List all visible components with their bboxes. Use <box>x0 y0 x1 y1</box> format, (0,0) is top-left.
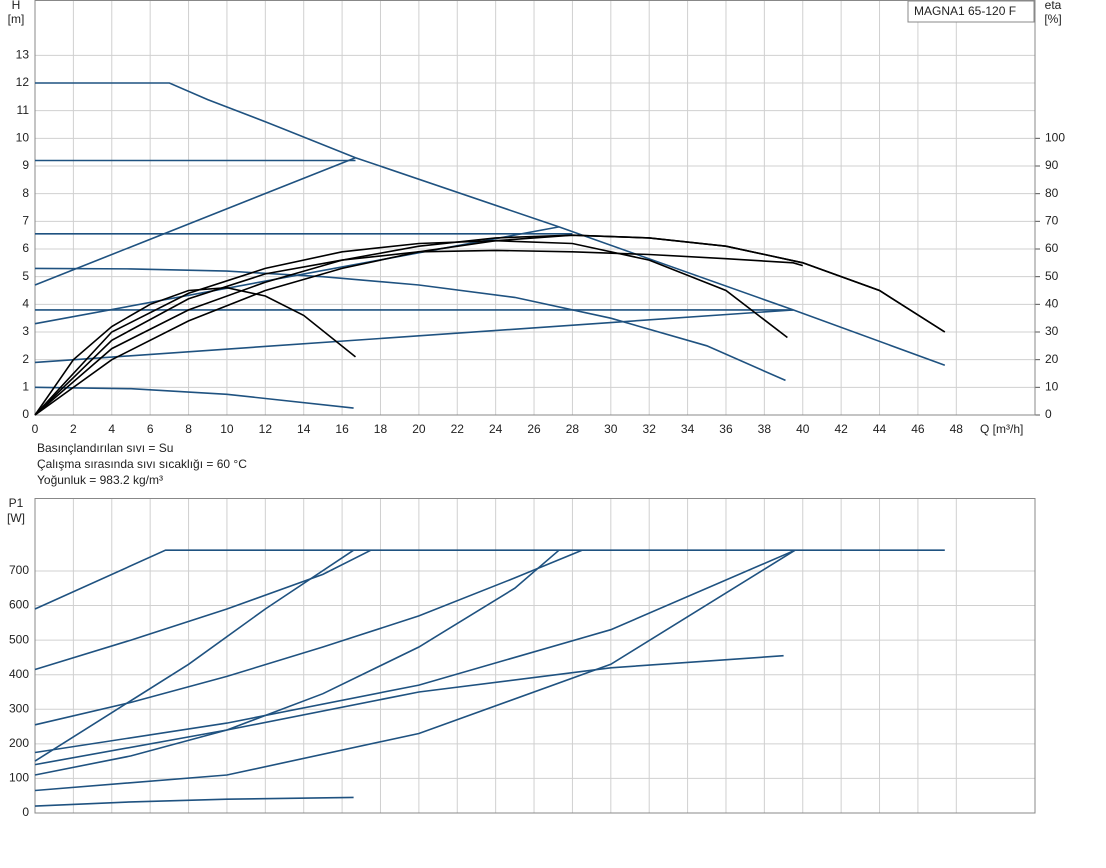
curve <box>34 549 945 610</box>
x-tick-label: 4 <box>108 422 115 436</box>
x-tick-label: 40 <box>796 422 810 436</box>
y2-tick-label: 30 <box>1045 324 1059 338</box>
note: Yoğunluk = 983.2 kg/m³ <box>37 473 163 487</box>
plot-frame <box>34 498 1036 814</box>
y-tick-label: 3 <box>22 324 29 338</box>
curve <box>34 796 354 807</box>
y-tick-label: 2 <box>22 352 29 366</box>
x-tick-label: 24 <box>489 422 503 436</box>
x-tick-label: 10 <box>220 422 234 436</box>
curve <box>34 549 796 754</box>
x-tick-label: 18 <box>374 422 388 436</box>
curve <box>34 549 372 671</box>
y-tick-label: 1 <box>22 380 29 394</box>
curve <box>34 549 796 792</box>
y2-tick-label: 40 <box>1045 297 1059 311</box>
x-tick-label: 26 <box>527 422 541 436</box>
y-tick-label: 4 <box>22 297 29 311</box>
model-box <box>907 0 1035 23</box>
curve <box>34 267 786 382</box>
y-tick-label: 100 <box>9 771 29 785</box>
y-tick-label: 5 <box>22 269 29 283</box>
y2-unit: [%] <box>1044 12 1061 26</box>
y-label: P1 <box>9 496 24 510</box>
y-tick-label: 400 <box>9 667 29 681</box>
y-unit: [W] <box>7 511 25 525</box>
y-tick-label: 12 <box>16 75 30 89</box>
y-unit: [m] <box>8 12 25 26</box>
y2-tick-label: 100 <box>1045 131 1065 145</box>
curve <box>34 654 784 766</box>
curve <box>34 234 946 416</box>
y-tick-label: 10 <box>16 131 30 145</box>
curve <box>35 82 946 366</box>
note: Basınçlandırılan sıvı = Su <box>37 441 173 455</box>
y2-tick-label: 70 <box>1045 214 1059 228</box>
y2-label: eta <box>1045 0 1062 12</box>
x-tick-label: 14 <box>297 422 311 436</box>
plot-frame <box>34 0 1036 416</box>
curve <box>34 549 560 776</box>
y2-tick-label: 50 <box>1045 269 1059 283</box>
y2-tick-label: 0 <box>1045 407 1052 421</box>
note: Çalışma sırasında sıvı sıcaklığı = 60 °C <box>37 457 247 471</box>
y-tick-label: 11 <box>17 103 30 117</box>
y-tick-label: 9 <box>22 158 29 172</box>
curve <box>34 249 804 416</box>
x-tick-label: 36 <box>719 422 733 436</box>
x-tick-label: 44 <box>873 422 887 436</box>
y2-tick-label: 20 <box>1045 352 1059 366</box>
x-tick-label: 22 <box>451 422 465 436</box>
x-tick-label: 30 <box>604 422 618 436</box>
y-tick-label: 7 <box>22 214 29 228</box>
x-tick-label: 46 <box>911 422 925 436</box>
curve <box>34 549 583 726</box>
y-label: H <box>12 0 21 12</box>
y2-tick-label: 80 <box>1045 186 1059 200</box>
y-tick-label: 0 <box>22 407 29 421</box>
x-tick-label: 8 <box>185 422 192 436</box>
y-tick-label: 13 <box>16 48 30 62</box>
curve <box>34 156 356 286</box>
y-tick-label: 200 <box>9 736 29 750</box>
y2-tick-label: 10 <box>1045 380 1059 394</box>
y-tick-label: 600 <box>9 598 29 612</box>
x-tick-label: 12 <box>259 422 273 436</box>
x-tick-label: 16 <box>335 422 349 436</box>
x-tick-label: 48 <box>950 422 964 436</box>
x-tick-label: 32 <box>643 422 657 436</box>
y2-tick-label: 60 <box>1045 241 1059 255</box>
y-tick-label: 0 <box>22 805 29 819</box>
curve <box>34 309 794 364</box>
curve <box>34 549 355 762</box>
y2-tick-label: 90 <box>1045 158 1059 172</box>
x-tick-label: 20 <box>412 422 426 436</box>
x-tick-label: 42 <box>834 422 848 436</box>
y-tick-label: 300 <box>9 701 29 715</box>
x-tick-label: 2 <box>70 422 77 436</box>
y-tick-label: 700 <box>9 563 29 577</box>
model-name: MAGNA1 65-120 F <box>914 4 1016 18</box>
x-tick-label: 34 <box>681 422 695 436</box>
x-label: Q [m³/h] <box>980 422 1023 436</box>
x-tick-label: 28 <box>566 422 580 436</box>
curve <box>34 239 788 416</box>
y-tick-label: 8 <box>22 186 29 200</box>
x-tick-label: 38 <box>758 422 772 436</box>
y-tick-label: 500 <box>9 632 29 646</box>
y-tick-label: 6 <box>22 241 29 255</box>
curve <box>34 234 946 416</box>
x-tick-label: 6 <box>147 422 154 436</box>
x-tick-label: 0 <box>32 422 39 436</box>
curve <box>34 286 357 416</box>
curve <box>34 386 354 409</box>
